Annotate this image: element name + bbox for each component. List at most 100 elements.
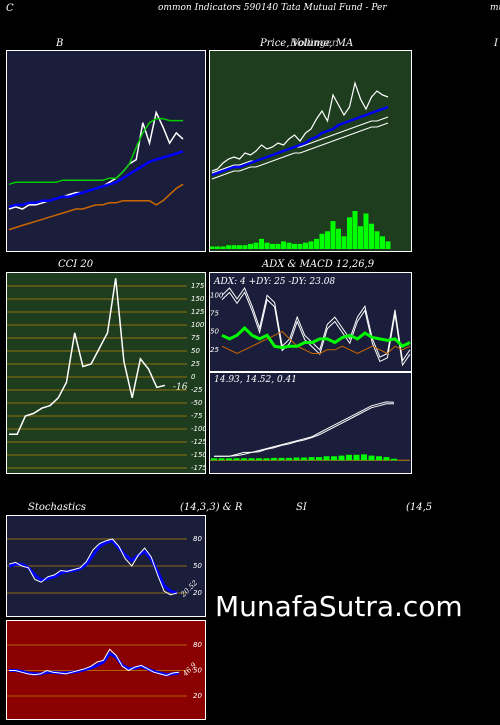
cci-tick-label: -150 (191, 451, 205, 459)
rsi-tick-label: 50 (193, 667, 202, 675)
volume-bar (237, 245, 242, 249)
macd-histogram-bar (361, 454, 367, 461)
stoch-tick-label: 20 (193, 589, 202, 597)
macd-histogram-bar (211, 458, 217, 461)
stoch-tick-label: 80 (193, 535, 202, 543)
macd-histogram-bar (346, 454, 352, 461)
price-band-upper (211, 116, 389, 174)
volume-bar (275, 243, 281, 249)
macd-histogram-bar (218, 458, 225, 461)
cci-tick-label: 100 (191, 321, 205, 329)
adx-panel: 100 75 50 25 ADX: 4 +DY: 25 -DY: 23.08 (209, 272, 412, 372)
cci-tick-label: -50 (191, 399, 203, 407)
price-panel (209, 50, 412, 252)
price-volume-chart (210, 80, 391, 249)
macd-values-label: 14.93, 14.52, 0.41 (214, 375, 298, 385)
header-right-cut: mu (490, 3, 500, 13)
macd-histogram-bar (278, 457, 285, 461)
cci-tick-label: 0 (191, 373, 196, 381)
cci-tick-label: 175 (191, 282, 205, 290)
volume-bar (308, 241, 314, 249)
adx-tick-label: 75 (210, 309, 219, 317)
volume-bar (363, 213, 369, 249)
macd-histogram-bar (331, 456, 337, 461)
adx-tick-label: 50 (210, 328, 219, 336)
volume-bar (314, 238, 319, 249)
stoch-d-line (8, 539, 178, 595)
macd-histogram-bar (293, 457, 300, 461)
cci-line (9, 278, 166, 435)
rsi-params: (14,5 (406, 502, 433, 513)
price-line (211, 80, 389, 172)
cci-tick-label: 150 (191, 295, 205, 303)
macd-histogram-bar (316, 457, 322, 461)
cci-chart: 175 150 125 100 75 50 25 0 -25 -50 -75 -100 -125 -150… (7, 278, 205, 472)
chart-header-title: ommon Indicators 590140 Tata Mutual Fund… (158, 3, 387, 13)
macd-histogram-bar (248, 458, 255, 461)
macd-histogram-bar (376, 456, 382, 461)
cci-title: CCI 20 (58, 259, 94, 270)
volume-bar (297, 243, 303, 249)
volume-bar (242, 245, 248, 249)
watermark: MunafaSutra.com (215, 590, 463, 623)
volume-bar (220, 246, 226, 249)
macd-histogram-bar (263, 458, 270, 461)
adx-values-label: ADX: 4 +DY: 25 -DY: 23.08 (214, 277, 336, 287)
cci-tick-label: -125 (191, 438, 205, 446)
cci-tick-label: -25 (191, 386, 203, 394)
macd-chart (210, 401, 410, 461)
volume-bar (330, 221, 336, 249)
price-band-lower (211, 122, 389, 180)
volume-bar (231, 245, 237, 249)
macd-histogram-bar (308, 457, 315, 461)
bollinger-series-2 (8, 117, 183, 186)
macd-histogram-bar (301, 457, 307, 461)
volume-bar (374, 231, 380, 249)
macd-histogram-bar (353, 454, 360, 461)
volume-bar (385, 241, 391, 249)
volume-bar (325, 231, 330, 249)
cci-tick-label: -175 (191, 464, 205, 472)
macd-line (214, 401, 395, 457)
price-ma (211, 105, 389, 177)
bollinger-series-3 (8, 183, 184, 231)
volume-bar (303, 242, 308, 249)
macd-histogram-bar (338, 455, 345, 461)
cci-tick-label: 25 (191, 360, 200, 368)
volume-bar (281, 241, 286, 249)
header-letter: C (6, 3, 14, 14)
cci-tick-label: 50 (191, 347, 200, 355)
macd-histogram-bar (286, 457, 292, 461)
cci-tick-label: 75 (191, 334, 200, 342)
volume-bar (286, 242, 292, 249)
cci-panel: 175 150 125 100 75 50 25 0 -25 -50 -75 -100 -125 -150… (6, 272, 206, 474)
volume-bar (226, 245, 231, 249)
volume-bar (270, 243, 275, 249)
volume-bar (259, 238, 264, 249)
macd-histogram-bar (271, 457, 277, 461)
volume-bar (358, 226, 363, 249)
bollinger-panel (6, 50, 206, 252)
volume-bar (347, 217, 352, 249)
price-title-overlap2: Bollinger (290, 38, 337, 49)
adx-macd-title: ADX & MACD 12,26,9 (262, 259, 375, 270)
bollinger-title: B (56, 38, 64, 49)
volume-bar (264, 242, 270, 249)
bollinger-series-1 (8, 150, 184, 209)
price-title: Price, (260, 38, 290, 49)
adx-minus-di (221, 291, 411, 367)
volume-bar (215, 246, 220, 249)
price-title-overlap: Volume, MA (292, 38, 354, 49)
volume-bar (369, 223, 374, 249)
volume-bar (352, 211, 358, 249)
stoch-params: (14,3,3) & R (180, 502, 243, 513)
macd-histogram-bar (241, 458, 247, 461)
right-cut-title: I (494, 38, 498, 49)
stoch-panel: 80 50 20 20.52 (6, 515, 206, 617)
macd-histogram-bar (383, 457, 390, 461)
adx-orange (221, 330, 411, 355)
volume-bar (248, 243, 253, 249)
rsi-line (9, 648, 180, 677)
stoch-k-line (8, 538, 178, 596)
